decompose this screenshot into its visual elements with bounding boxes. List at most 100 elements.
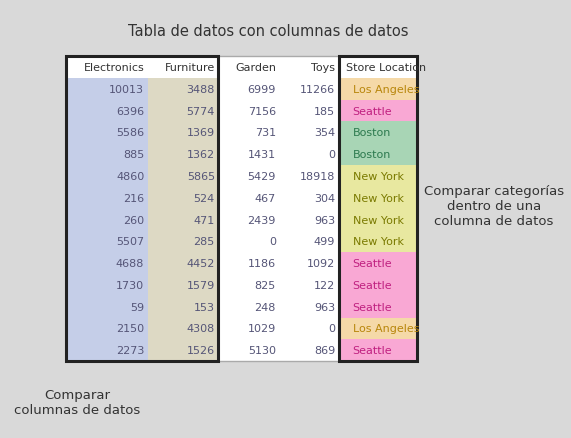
- Bar: [148, 166, 218, 187]
- Text: Los Angeles: Los Angeles: [353, 85, 419, 95]
- Bar: [66, 122, 148, 144]
- Text: Garden: Garden: [235, 63, 276, 73]
- Bar: [66, 339, 148, 361]
- Bar: [218, 296, 279, 318]
- Bar: [148, 144, 218, 166]
- Bar: [66, 57, 218, 361]
- Bar: [148, 122, 218, 144]
- Text: New York: New York: [353, 193, 404, 203]
- Bar: [218, 144, 279, 166]
- Text: 4860: 4860: [116, 172, 144, 181]
- Bar: [66, 57, 417, 79]
- Bar: [339, 122, 417, 144]
- Text: 3488: 3488: [187, 85, 215, 95]
- Text: 1579: 1579: [187, 280, 215, 290]
- Bar: [339, 187, 417, 209]
- Bar: [218, 187, 279, 209]
- Text: 825: 825: [255, 280, 276, 290]
- Text: 185: 185: [314, 106, 335, 116]
- Bar: [339, 57, 417, 361]
- Bar: [66, 209, 148, 231]
- Bar: [339, 209, 417, 231]
- Bar: [339, 166, 417, 187]
- Text: 4452: 4452: [187, 258, 215, 268]
- Text: 1362: 1362: [187, 150, 215, 160]
- Text: 248: 248: [255, 302, 276, 312]
- Text: 4688: 4688: [116, 258, 144, 268]
- Text: 1526: 1526: [187, 346, 215, 356]
- Bar: [279, 253, 339, 274]
- Text: Seattle: Seattle: [353, 280, 392, 290]
- Bar: [66, 231, 148, 253]
- Text: Furniture: Furniture: [164, 63, 215, 73]
- Text: Comparar categorías
dentro de una
columna de datos: Comparar categorías dentro de una column…: [424, 184, 564, 227]
- Text: 5774: 5774: [187, 106, 215, 116]
- Text: 122: 122: [314, 280, 335, 290]
- Text: 0: 0: [328, 324, 335, 334]
- Bar: [339, 144, 417, 166]
- Text: Tabla de datos con columnas de datos: Tabla de datos con columnas de datos: [128, 24, 409, 39]
- Text: Comparar
columnas de datos: Comparar columnas de datos: [14, 388, 140, 416]
- Bar: [339, 100, 417, 122]
- Text: 59: 59: [130, 302, 144, 312]
- Bar: [279, 339, 339, 361]
- Text: 1369: 1369: [187, 128, 215, 138]
- Bar: [339, 339, 417, 361]
- Text: 153: 153: [194, 302, 215, 312]
- Text: 1029: 1029: [248, 324, 276, 334]
- Text: 0: 0: [328, 150, 335, 160]
- Text: Store Location: Store Location: [345, 63, 426, 73]
- Bar: [148, 231, 218, 253]
- Text: 5865: 5865: [187, 172, 215, 181]
- Text: 304: 304: [314, 193, 335, 203]
- Text: 1186: 1186: [248, 258, 276, 268]
- Text: Electronics: Electronics: [83, 63, 144, 73]
- Bar: [218, 79, 279, 100]
- Text: 1092: 1092: [307, 258, 335, 268]
- Text: 963: 963: [314, 302, 335, 312]
- Bar: [279, 122, 339, 144]
- Text: 7156: 7156: [248, 106, 276, 116]
- Bar: [66, 296, 148, 318]
- Bar: [279, 144, 339, 166]
- Bar: [218, 318, 279, 339]
- Bar: [66, 253, 148, 274]
- Bar: [218, 274, 279, 296]
- Bar: [279, 209, 339, 231]
- Text: 11266: 11266: [300, 85, 335, 95]
- Text: 467: 467: [255, 193, 276, 203]
- Bar: [148, 318, 218, 339]
- Bar: [218, 209, 279, 231]
- Text: 499: 499: [313, 237, 335, 247]
- Text: 1730: 1730: [116, 280, 144, 290]
- Text: 885: 885: [123, 150, 144, 160]
- Bar: [279, 296, 339, 318]
- Bar: [148, 339, 218, 361]
- Bar: [148, 274, 218, 296]
- Text: 1431: 1431: [248, 150, 276, 160]
- Bar: [148, 100, 218, 122]
- Bar: [66, 318, 148, 339]
- Bar: [279, 187, 339, 209]
- Text: Seattle: Seattle: [353, 346, 392, 356]
- Bar: [339, 253, 417, 274]
- Text: 5586: 5586: [116, 128, 144, 138]
- Bar: [339, 274, 417, 296]
- Text: 2273: 2273: [116, 346, 144, 356]
- Text: 4308: 4308: [187, 324, 215, 334]
- Bar: [218, 122, 279, 144]
- Text: 285: 285: [194, 237, 215, 247]
- Bar: [148, 253, 218, 274]
- Bar: [66, 166, 148, 187]
- Bar: [279, 231, 339, 253]
- Bar: [339, 231, 417, 253]
- Text: 5429: 5429: [248, 172, 276, 181]
- Text: Seattle: Seattle: [353, 106, 392, 116]
- Text: 260: 260: [123, 215, 144, 225]
- Text: 10013: 10013: [109, 85, 144, 95]
- Bar: [339, 79, 417, 100]
- Bar: [279, 274, 339, 296]
- Bar: [66, 79, 148, 100]
- Bar: [148, 296, 218, 318]
- Text: 0: 0: [269, 237, 276, 247]
